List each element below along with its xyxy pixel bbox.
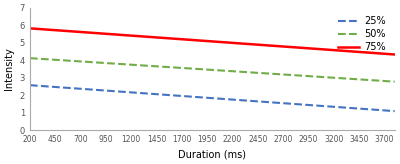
Legend: 25%, 50%, 75%: 25%, 50%, 75% bbox=[334, 12, 390, 56]
Y-axis label: Intensity: Intensity bbox=[4, 48, 14, 90]
X-axis label: Duration (ms): Duration (ms) bbox=[178, 150, 246, 160]
